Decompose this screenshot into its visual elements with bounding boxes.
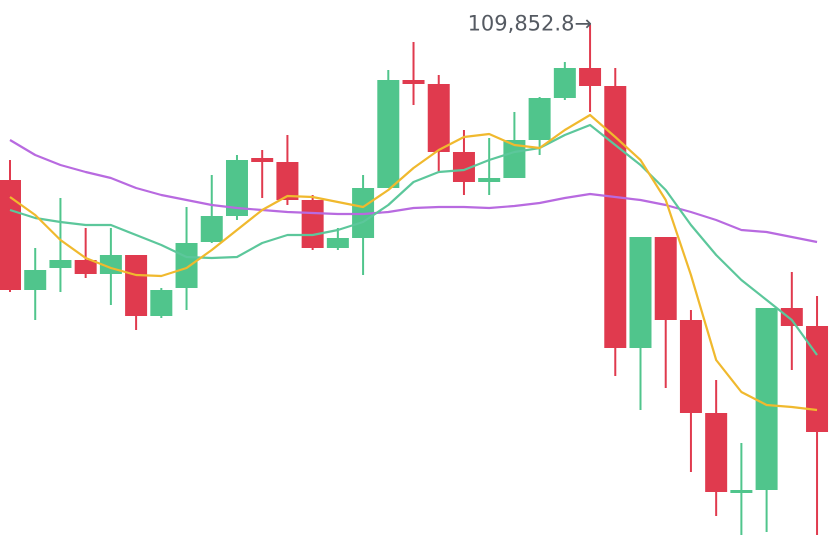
high-price-label: 109,852.8→ xyxy=(468,12,592,36)
candle-body xyxy=(276,162,299,200)
candle-body xyxy=(579,68,602,86)
candle-body xyxy=(301,200,324,248)
moving-average-line xyxy=(9,123,818,356)
candle-body xyxy=(604,86,627,348)
candle-body xyxy=(503,140,526,178)
candle-body xyxy=(629,237,652,348)
candle-body xyxy=(730,490,753,493)
moving-average-line xyxy=(9,139,818,244)
candle-body xyxy=(150,290,173,316)
candle-body xyxy=(755,308,778,490)
candle-body xyxy=(74,260,97,274)
moving-average-line xyxy=(9,113,818,412)
candle-body xyxy=(427,84,450,152)
candle-body xyxy=(251,158,274,162)
candle-body xyxy=(679,320,702,413)
candle-body xyxy=(654,237,677,320)
candle-body xyxy=(528,98,551,140)
candle-body xyxy=(553,68,576,98)
candle-body xyxy=(377,80,400,188)
candle-body xyxy=(780,308,803,326)
candle-body xyxy=(806,326,829,432)
candle-body xyxy=(125,255,148,316)
candle-body xyxy=(452,152,475,182)
candle-body xyxy=(225,160,248,216)
candle-body xyxy=(478,178,501,182)
candle-body xyxy=(402,80,425,84)
candle-body xyxy=(705,413,728,492)
candle-body xyxy=(326,238,349,248)
candle-body xyxy=(49,260,72,268)
candle-body xyxy=(24,270,47,290)
candle-body xyxy=(175,243,198,288)
candle-body xyxy=(0,180,21,290)
candle-body xyxy=(200,216,223,242)
